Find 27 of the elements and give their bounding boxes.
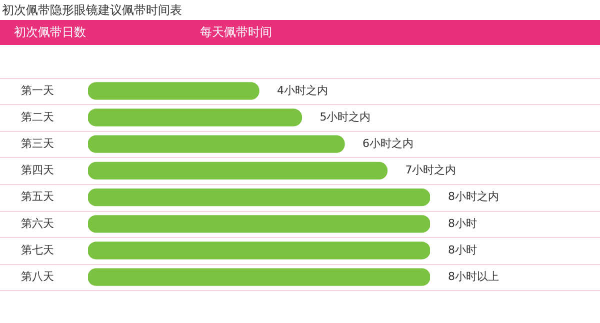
y-tick-label: 第三天 <box>21 136 54 150</box>
bar <box>88 268 430 286</box>
y-tick-label: 第六天 <box>21 216 54 230</box>
y-tick-label: 第一天 <box>21 84 54 97</box>
data-label: 8小时以上 <box>448 270 499 283</box>
bar <box>88 215 430 233</box>
bar <box>88 108 302 126</box>
y-tick-label: 第四天 <box>21 164 54 177</box>
bar <box>88 135 345 153</box>
data-label: 4小时之内 <box>277 84 328 97</box>
bar <box>88 242 430 260</box>
chart-title: 初次佩带隐形眼镜建议佩带时间表 <box>1 2 183 19</box>
data-label: 5小时之内 <box>320 110 371 124</box>
y-tick-label: 第五天 <box>21 190 54 204</box>
data-label: 7小时之内 <box>405 164 456 177</box>
y-tick-label: 第二天 <box>21 110 54 124</box>
data-label: 8小时之内 <box>448 190 499 204</box>
bar <box>88 188 430 206</box>
y-tick-label: 第八天 <box>21 270 54 283</box>
bar <box>88 82 260 100</box>
data-label: 6小时之内 <box>362 136 414 150</box>
data-label: 8小时 <box>448 243 477 256</box>
bar <box>88 162 388 180</box>
data-label: 8小时 <box>448 216 477 230</box>
y-tick-label: 第七天 <box>21 243 54 256</box>
y-axis-title: 初次佩带日数 <box>14 24 86 41</box>
x-axis-title: 每天佩带时间 <box>200 24 272 41</box>
